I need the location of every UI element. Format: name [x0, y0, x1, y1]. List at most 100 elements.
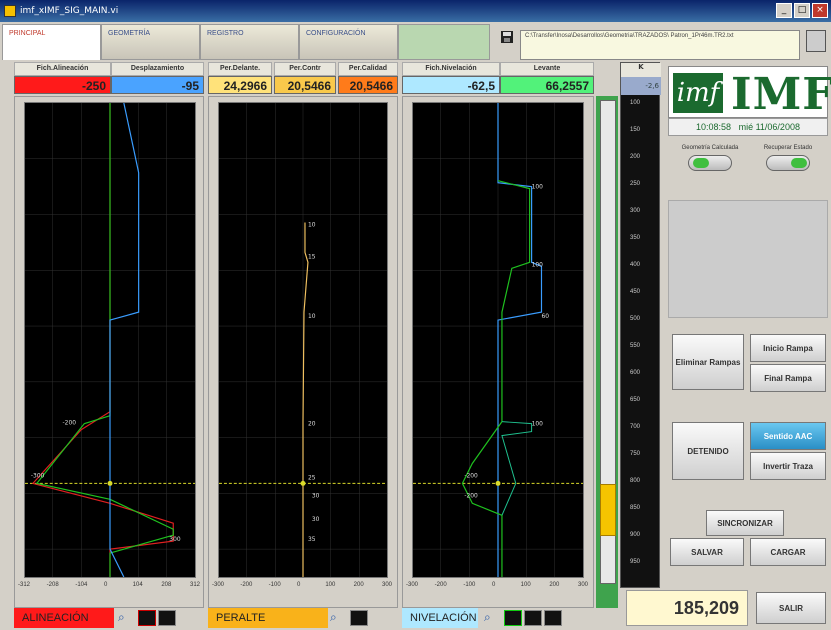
inicio-rampa-button[interactable]: Inicio Rampa [750, 334, 826, 362]
tick-alineacion-3: 0 [104, 582, 108, 588]
k-column: K -2,6 [620, 62, 661, 588]
k-tick-8: 500 [630, 316, 641, 322]
tick-peralte-4: 100 [325, 582, 336, 588]
window-title: imf_xIMF_SIG_MAIN.vi [20, 6, 119, 16]
maximize-button[interactable]: □ [794, 3, 810, 18]
switch-label-recuperar: Recuperar Estado [763, 145, 813, 151]
final-rampa-button[interactable]: Final Rampa [750, 364, 826, 392]
km-counter: 185,209 [626, 590, 748, 626]
label-peralte: PERALTE [208, 608, 328, 628]
annotation-alineacion-0: -200 [63, 420, 77, 427]
header-fich-alineacion: Fich.Alineación [14, 62, 111, 76]
header-fich-nivelacion: Fich.Nivelación [402, 62, 500, 76]
header-per-calidad: Per.Calidad [338, 62, 398, 76]
sentido-aac-button[interactable]: Sentido AAC [750, 422, 826, 450]
k-tick-17: 950 [630, 559, 641, 565]
plot-peralte[interactable]: 10 15 10 20 25 30 30 35 [218, 102, 388, 578]
minimize-button[interactable]: _ [776, 3, 792, 18]
annotation-peralte-3: 20 [308, 421, 316, 428]
close-button[interactable]: × [812, 3, 828, 18]
toggle-recuperar-estado[interactable] [766, 155, 810, 171]
k-tick-10: 600 [630, 370, 641, 376]
tick-nivelacion-6: 300 [578, 582, 589, 588]
detenido-button[interactable]: DETENIDO [672, 422, 744, 480]
alineacion-blue-swatch[interactable] [158, 610, 176, 626]
salir-button[interactable]: SALIR [756, 592, 826, 624]
annotation-peralte-7: 35 [308, 536, 316, 543]
tab-blank[interactable] [398, 24, 490, 60]
tick-nivelacion-1: -200 [434, 582, 447, 588]
plot-nivelacion[interactable]: 100 100 60 100 -200 -200 [412, 102, 584, 578]
eliminar-rampas-button[interactable]: Eliminar Rampas [672, 334, 744, 390]
tab-configuracion[interactable]: CONFIGURACIÓN [299, 24, 398, 60]
value-desplazamiento: -95 [111, 76, 204, 94]
tab-registro[interactable]: REGISTRO [200, 24, 299, 60]
tick-alineacion-4: 104 [132, 582, 143, 588]
k-tick-13: 750 [630, 451, 641, 457]
annotation-nivelacion-0: 100 [532, 184, 544, 191]
nivelacion-dark-swatch[interactable] [524, 610, 542, 626]
annotation-nivelacion-1: 100 [532, 261, 544, 268]
save-icon[interactable] [500, 30, 520, 48]
sincronizar-button[interactable]: SINCRONIZAR [706, 510, 784, 536]
peralte-swatch[interactable] [350, 610, 368, 626]
tick-peralte-3: 0 [297, 582, 301, 588]
tick-alineacion-2: -104 [75, 582, 88, 588]
annotation-peralte-4: 25 [308, 474, 316, 481]
k-tick-7: 450 [630, 289, 641, 295]
switch-label-geometria: Geometría Calculada [681, 145, 739, 151]
tick-alineacion-6: 312 [190, 582, 201, 588]
k-label: K [621, 63, 661, 77]
ruler-slider[interactable] [600, 484, 616, 536]
tick-peralte-0: -300 [212, 582, 225, 588]
value-per-delante: 24,2966 [208, 76, 272, 94]
info-area [668, 200, 828, 318]
annotation-alineacion-2: 300 [169, 536, 181, 543]
annotation-alineacion-1: -300 [31, 472, 45, 479]
nivelacion-green-swatch[interactable] [504, 610, 522, 626]
tick-nivelacion-3: 0 [492, 582, 496, 588]
zoom-icon-nivelacion[interactable]: ⌕ [484, 610, 491, 624]
tick-peralte-6: 300 [382, 582, 393, 588]
value-per-calidad: 20,5466 [338, 76, 398, 94]
k-tick-11: 650 [630, 397, 641, 403]
invertir-traza-button[interactable]: Invertir Traza [750, 452, 826, 480]
value-fich-alineacion: -250 [14, 76, 111, 94]
tick-peralte-5: 200 [353, 582, 364, 588]
header-levante: Levante [500, 62, 594, 76]
right-panel [662, 62, 829, 588]
k-tick-9: 550 [630, 343, 641, 349]
zoom-icon-alineacion[interactable]: ⌕ [118, 610, 125, 624]
annotation-peralte-1: 15 [308, 253, 316, 260]
tab-bar: PRINCIPAL GEOMETRÍA REGISTRO CONFIGURACI… [2, 24, 597, 62]
annotation-peralte-6: 30 [312, 516, 320, 523]
annotation-nivelacion-2: 60 [541, 313, 549, 320]
zoom-icon-peralte[interactable]: ⌕ [330, 610, 337, 624]
k-tick-4: 300 [630, 208, 641, 214]
cargar-button[interactable]: CARGAR [750, 538, 826, 566]
window-titlebar: imf_xIMF_SIG_MAIN.vi [0, 0, 831, 22]
logo-mark: imf [673, 73, 723, 113]
label-alineacion: ALINEACIÓN [14, 608, 114, 628]
clock-time: 10:08:58 [696, 122, 732, 132]
annotation-peralte-0: 10 [308, 221, 316, 228]
alineacion-red-swatch[interactable] [138, 610, 156, 626]
camera-icon[interactable] [806, 30, 826, 52]
annotation-peralte-5: 30 [312, 492, 320, 499]
plot-alineacion[interactable]: -200 -300 300 [24, 102, 196, 578]
value-levante: 66,2557 [500, 76, 594, 94]
toggle-geometria-calculada[interactable] [688, 155, 732, 171]
app-icon [4, 5, 16, 17]
k-tick-3: 250 [630, 181, 641, 187]
k-tick-5: 350 [630, 235, 641, 241]
ruler-scale[interactable] [600, 100, 616, 584]
tab-geometria[interactable]: GEOMETRÍA [101, 24, 200, 60]
tab-principal[interactable]: PRINCIPAL [2, 24, 101, 60]
salvar-button[interactable]: SALVAR [670, 538, 744, 566]
label-nivelacion: NIVELACIÓN [402, 608, 478, 628]
nivelacion-blue-swatch[interactable] [544, 610, 562, 626]
switch-geometria-calculada: Geometría Calculada [672, 145, 748, 195]
header-desplazamiento: Desplazamiento [111, 62, 204, 76]
tick-alineacion-5: 208 [161, 582, 172, 588]
annotation-peralte-2: 10 [308, 313, 316, 320]
